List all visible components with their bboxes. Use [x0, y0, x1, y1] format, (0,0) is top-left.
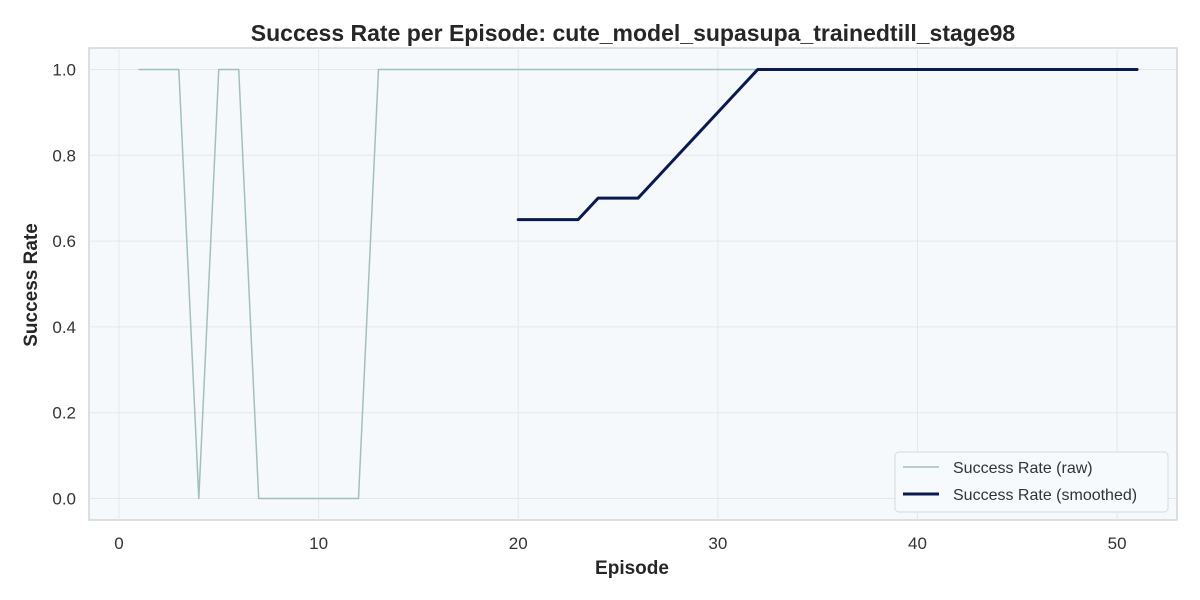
y-tick-label: 0.8 — [52, 146, 76, 165]
legend-label-raw: Success Rate (raw) — [953, 460, 1093, 477]
y-tick-label: 0.4 — [52, 318, 76, 337]
legend-label-smoothed: Success Rate (smoothed) — [953, 487, 1137, 504]
series-line-smoothed — [516, 67, 1139, 222]
chart-title: Success Rate per Episode: cute_model_sup… — [251, 20, 1016, 46]
legend: Success Rate (raw) Success Rate (smoothe… — [894, 451, 1169, 513]
plot-area — [88, 47, 1178, 521]
y-tick-label: 1.0 — [52, 60, 76, 79]
y-tick-label: 0.2 — [52, 404, 76, 423]
y-tick-label: 0.6 — [52, 232, 76, 251]
x-tick-label: 20 — [509, 534, 528, 553]
x-tick-label: 40 — [908, 534, 927, 553]
x-axis-ticks: 0 10 20 30 40 50 — [114, 534, 1126, 553]
x-axis-label: Episode — [595, 558, 669, 579]
x-tick-label: 50 — [1108, 534, 1127, 553]
y-axis-ticks: 0.0 0.2 0.4 0.6 0.8 1.0 — [52, 60, 76, 508]
x-tick-label: 30 — [708, 534, 727, 553]
series-layer — [138, 67, 1139, 500]
y-tick-label: 0.0 — [52, 490, 76, 509]
y-axis-label: Success Rate — [21, 223, 42, 347]
x-tick-label: 0 — [114, 534, 123, 553]
x-tick-label: 10 — [309, 534, 328, 553]
legend-box — [894, 451, 1169, 513]
